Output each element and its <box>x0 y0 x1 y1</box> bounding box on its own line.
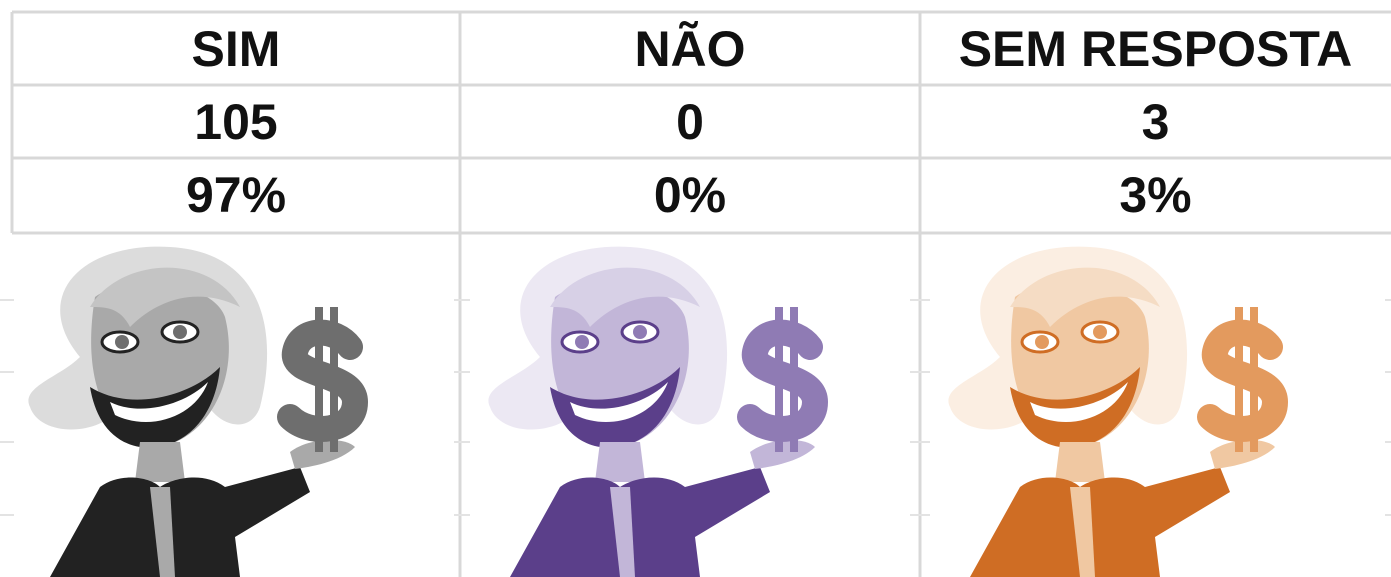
table-cell: 3 <box>920 85 1391 158</box>
page: SIMNÃOSEM RESPOSTA1050397%0%3% (() => { … <box>0 0 1391 577</box>
table-cell: 97% <box>12 158 460 231</box>
table-cell: 3% <box>920 158 1391 231</box>
column-header: SEM RESPOSTA <box>920 12 1391 85</box>
table-cell: 0% <box>460 158 920 231</box>
table-cell: 105 <box>12 85 460 158</box>
column-header: NÃO <box>460 12 920 85</box>
column-header: SIM <box>12 12 460 85</box>
table-cell: 0 <box>460 85 920 158</box>
